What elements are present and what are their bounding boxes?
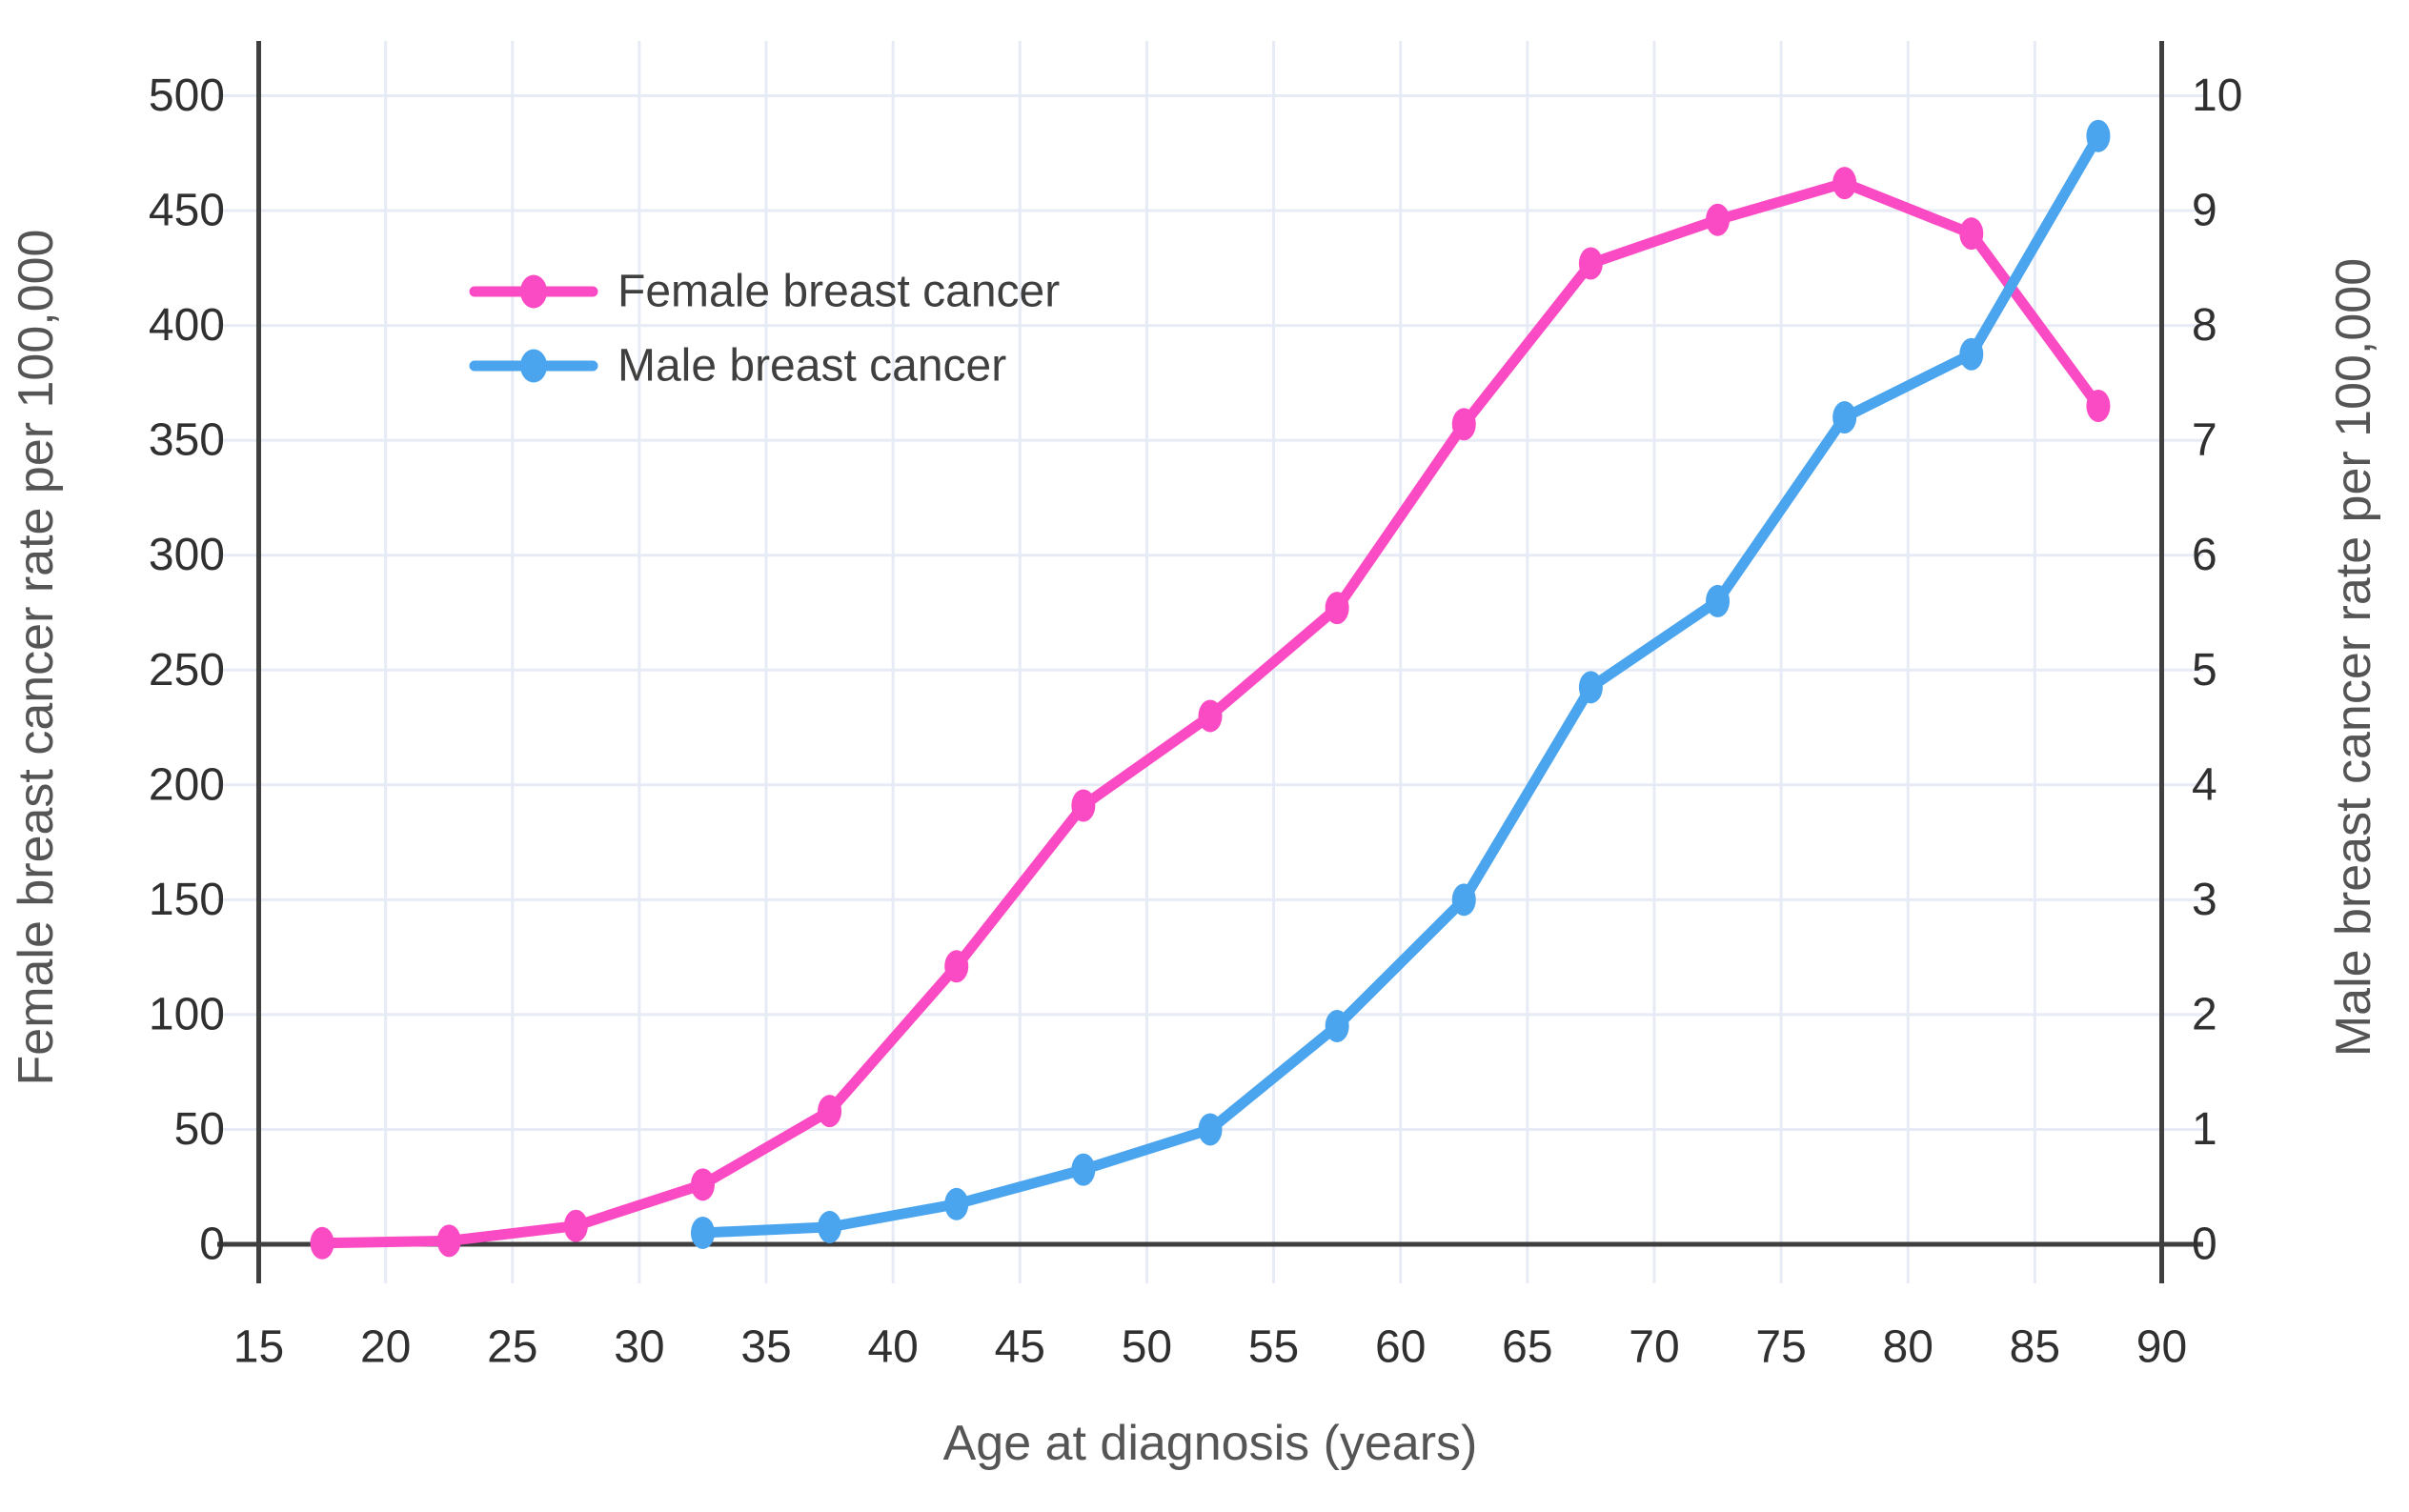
- data-point-male: [818, 1210, 842, 1243]
- x-tick-label: 85: [2010, 1322, 2060, 1373]
- data-point-female: [1832, 167, 1857, 200]
- data-point-male: [1451, 883, 1476, 917]
- data-point-male: [2086, 119, 2111, 152]
- legend-marker-female: [520, 274, 547, 309]
- right-y-tick-label: 8: [2192, 300, 2217, 351]
- left-y-tick-label: 100: [149, 989, 225, 1039]
- left-y-tick-label: 450: [149, 186, 225, 236]
- x-tick-label: 55: [1248, 1322, 1299, 1373]
- data-point-female: [1198, 699, 1223, 733]
- right-y-tick-label: 6: [2192, 530, 2217, 580]
- data-point-male: [1198, 1113, 1223, 1146]
- x-tick-label: 60: [1375, 1322, 1426, 1373]
- legend-label-male: Male breast cancer: [617, 341, 1006, 392]
- data-point-female: [690, 1168, 715, 1201]
- left-y-tick-label: 150: [149, 875, 225, 925]
- data-point-female: [1706, 203, 1731, 236]
- right-y-tick-label: 1: [2192, 1104, 2217, 1155]
- x-tick-label: 45: [995, 1322, 1045, 1373]
- left-y-tick-label: 250: [149, 645, 225, 696]
- right-y-tick-label: 5: [2192, 645, 2217, 696]
- data-point-female: [1959, 217, 1984, 251]
- right-y-tick-label: 2: [2192, 989, 2217, 1039]
- right-y-tick-label: 3: [2192, 875, 2217, 925]
- left-y-axis-title: Female breast cancer rate per 100,000: [9, 230, 64, 1086]
- data-point-female: [2086, 389, 2111, 422]
- x-tick-label: 15: [233, 1322, 284, 1373]
- data-point-female: [1578, 247, 1603, 280]
- x-tick-label: 65: [1502, 1322, 1552, 1373]
- right-y-tick-label: 10: [2192, 71, 2242, 121]
- x-tick-label: 50: [1122, 1322, 1172, 1373]
- x-tick-label: 90: [2136, 1322, 2187, 1373]
- left-y-tick-label: 350: [149, 415, 225, 466]
- data-point-female: [563, 1209, 588, 1242]
- x-tick-label: 75: [1755, 1322, 1806, 1373]
- data-point-male: [1959, 337, 1984, 371]
- data-point-male: [1325, 1009, 1349, 1042]
- data-point-female: [436, 1224, 461, 1258]
- series-line-male: [697, 131, 2104, 1239]
- data-point-female: [1325, 592, 1349, 625]
- right-y-tick-label: 7: [2192, 415, 2217, 466]
- legend-marker-male: [520, 349, 547, 383]
- data-point-male: [1832, 401, 1857, 434]
- data-point-male: [1706, 584, 1731, 617]
- x-tick-label: 30: [614, 1322, 664, 1373]
- x-tick-label: 40: [867, 1322, 918, 1373]
- data-point-male: [944, 1187, 969, 1220]
- right-y-axis-title: Male breast cancer rate per 100,000: [2326, 258, 2381, 1057]
- data-point-male: [1578, 671, 1603, 704]
- left-y-tick-label: 400: [149, 300, 225, 351]
- right-y-tick-label: 9: [2192, 186, 2217, 236]
- left-y-tick-label: 200: [149, 759, 225, 810]
- data-point-female: [944, 950, 969, 983]
- data-point-male: [690, 1216, 715, 1249]
- left-y-tick-label: 500: [149, 71, 225, 121]
- right-y-tick-label: 4: [2192, 759, 2217, 810]
- x-tick-label: 35: [740, 1322, 791, 1373]
- x-axis-title: Age at diagnosis (years): [943, 1416, 1478, 1471]
- x-tick-label: 80: [1883, 1322, 1933, 1373]
- left-y-tick-label: 0: [199, 1220, 225, 1270]
- data-point-female: [818, 1095, 842, 1128]
- data-point-male: [1071, 1153, 1096, 1186]
- data-point-female: [1071, 789, 1096, 822]
- right-y-tick-label: 0: [2192, 1220, 2217, 1270]
- x-tick-label: 20: [360, 1322, 411, 1373]
- x-tick-label: 70: [1629, 1322, 1679, 1373]
- left-y-tick-label: 50: [174, 1104, 225, 1155]
- data-point-female: [1451, 408, 1476, 441]
- data-point-female: [310, 1226, 334, 1260]
- left-y-tick-label: 300: [149, 530, 225, 580]
- legend-label-female: Female breast cancer: [617, 267, 1060, 317]
- x-tick-label: 25: [487, 1322, 537, 1373]
